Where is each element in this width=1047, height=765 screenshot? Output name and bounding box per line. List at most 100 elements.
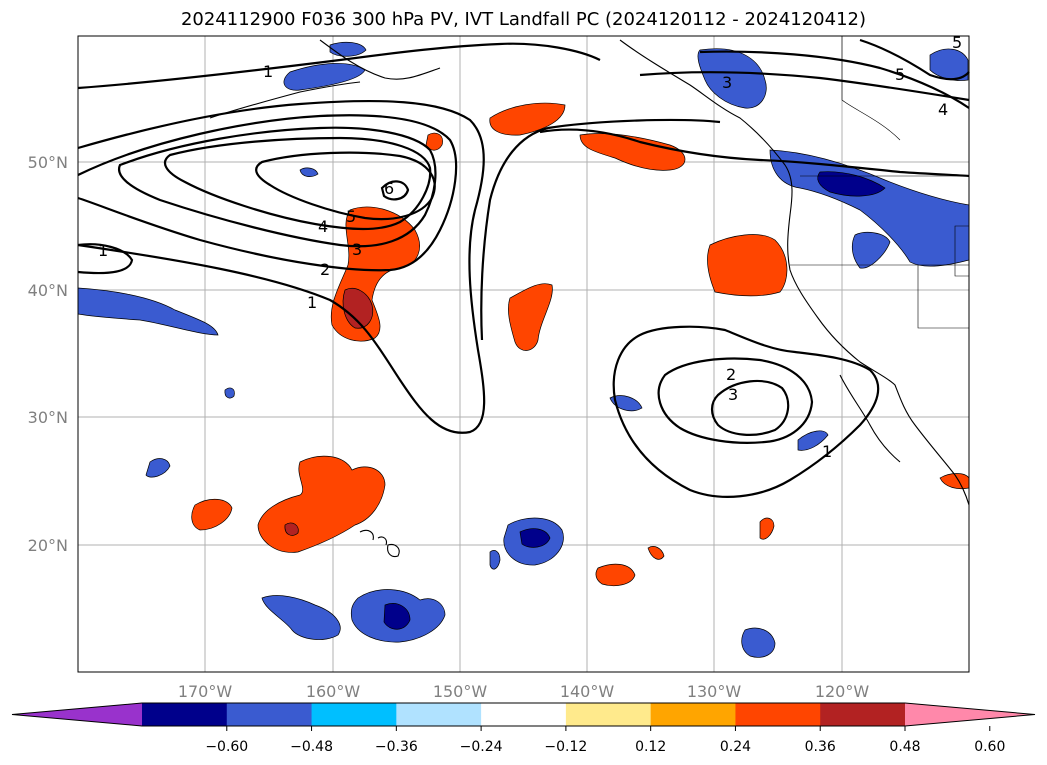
lat-label: 20°N: [28, 536, 68, 555]
colorbar-tick-label: −0.24: [460, 739, 503, 755]
neg-region-small-6: [489, 550, 501, 570]
colorbar-tick-label: 0.60: [974, 739, 1005, 755]
neg-region-southwest: [261, 595, 341, 640]
lon-label: 170°W: [178, 682, 233, 701]
coastlines: [209, 39, 970, 558]
contour-west-3: [117, 126, 437, 248]
pos-region-hawaii-west: [257, 455, 386, 553]
colorbar-segment: [142, 703, 228, 726]
contour-mid-1: [480, 126, 549, 341]
hawaii-islands: [359, 529, 400, 558]
pos-region-california: [707, 234, 788, 297]
pos-region-mid: [508, 283, 553, 351]
neg-region-south-core: [383, 603, 411, 630]
colorbar: −0.60 −0.48 −0.36 −0.24 −0.12 0.12 0.24 0.36 0.4…: [11, 702, 1036, 755]
contour-label: 2: [726, 365, 736, 384]
contour-east-1: [547, 118, 880, 498]
colorbar-tick-label: −0.36: [375, 739, 418, 755]
aleutian-chain: [209, 81, 361, 119]
alaska-coast: [319, 39, 441, 80]
neg-region-aleutian: [283, 63, 366, 91]
colorbar-segment: [226, 703, 313, 726]
negative-pc-regions: [77, 41, 970, 658]
pos-region-hawaii-core: [284, 522, 299, 536]
contour-label: 5: [952, 33, 962, 52]
baja-coast: [839, 374, 901, 463]
contour-label: 3: [722, 73, 732, 92]
contour-east-2: [657, 357, 814, 444]
neg-region-aleutian-2: [329, 41, 367, 57]
neg-region-small-2: [797, 430, 829, 451]
colorbar-segment: [735, 703, 821, 726]
contour-label: 5: [895, 65, 905, 84]
contour-west-outer: [77, 99, 486, 434]
neg-region-hawaii-a-core: [519, 528, 551, 548]
contour-west-2: [77, 114, 458, 272]
contour-label: 3: [352, 240, 362, 259]
colorbar-segment: [396, 703, 482, 726]
colorbar-extend-low: [12, 703, 142, 726]
neg-region-small-3: [145, 458, 171, 478]
colorbar-segment: [565, 703, 652, 726]
pv-contours: [77, 38, 970, 498]
neg-region-pnw-core: [817, 171, 886, 197]
neg-region-small-7: [224, 387, 235, 399]
colorbar-segment: [650, 703, 736, 726]
contour-label: 6: [384, 179, 394, 198]
contour-label: 1: [263, 62, 273, 81]
colorbar-tick-label: 0.36: [805, 739, 836, 755]
pos-region-south-3: [759, 517, 775, 540]
neg-region-small-4: [851, 232, 891, 269]
longitude-labels: 170°W 160°W 150°W 140°W 130°W 120°W: [178, 682, 870, 701]
colorbar-segment: [481, 703, 567, 726]
contour-label: 4: [318, 217, 328, 236]
contour-label: 1: [822, 442, 832, 461]
neg-region-bc: [697, 48, 767, 109]
pos-region-north-1: [489, 102, 566, 136]
lat-label: 40°N: [28, 281, 68, 300]
neg-region-small-5: [299, 167, 319, 177]
contour-label: 1: [307, 293, 317, 312]
colorbar-outline: [11, 702, 1036, 727]
lat-label: 50°N: [28, 153, 68, 172]
colorbar-extend-high: [905, 703, 1035, 726]
contour-label: 1: [98, 241, 108, 260]
contour-west-1-left: [77, 243, 134, 275]
positive-pc-regions: [191, 102, 970, 587]
lat-label: 30°N: [28, 408, 68, 427]
pos-region-south-2: [647, 546, 665, 560]
contour-east-3: [710, 379, 790, 436]
contour-west-4: [163, 136, 432, 231]
contour-west-6: [380, 180, 410, 201]
lon-label: 150°W: [433, 682, 488, 701]
contour-ne-5: [859, 38, 970, 81]
lon-label: 160°W: [306, 682, 361, 701]
contour-west-5: [255, 151, 436, 221]
contour-ne-pnw: [539, 128, 970, 178]
colorbar-segment: [820, 703, 906, 726]
pos-region-west-small: [191, 499, 233, 531]
pos-region-central-core: [342, 288, 374, 329]
pos-region-mexico: [939, 473, 970, 490]
contour-label: 2: [320, 260, 330, 279]
neg-region-west: [77, 287, 219, 336]
lon-label: 120°W: [815, 682, 870, 701]
map-frame: [77, 35, 970, 673]
contour-label: 4: [938, 100, 948, 119]
contour-west-1-top: [77, 42, 601, 90]
north-america-coast: [619, 39, 970, 506]
pos-region-north-2: [579, 133, 686, 171]
map-title: 2024112900 F036 300 hPa PV, IVT Landfall…: [180, 9, 867, 30]
contour-label: 3: [728, 385, 738, 404]
colorbar-tick-label: −0.48: [290, 739, 333, 755]
colorbar-tick-label: 0.12: [635, 739, 666, 755]
neg-region-ne-corner: [929, 48, 969, 81]
neg-region-southeast: [741, 627, 776, 658]
colorbar-segment: [311, 703, 397, 726]
latitude-labels: 50°N 40°N 30°N 20°N: [28, 153, 68, 555]
contour-ne-4: [699, 50, 970, 109]
pos-region-south-1: [595, 563, 636, 587]
lon-label: 130°W: [687, 682, 742, 701]
lon-label: 140°W: [560, 682, 615, 701]
